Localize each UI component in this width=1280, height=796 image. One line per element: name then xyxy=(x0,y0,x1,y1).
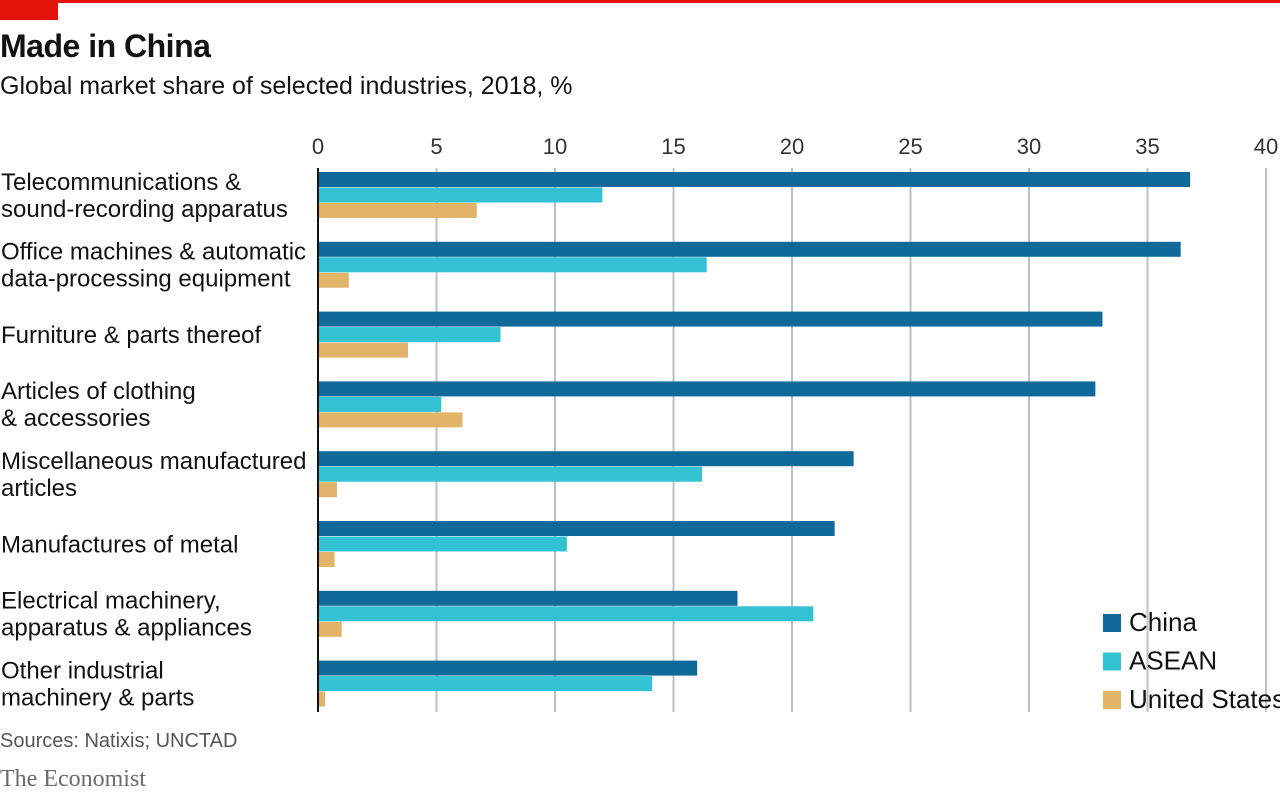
category-label: Electrical machinery, xyxy=(1,588,221,615)
bar-united-states xyxy=(318,203,477,218)
bar-united-states xyxy=(318,412,463,428)
bar-chart: 0 5 10 15 20 25 30 35 40 Telecommunications &soun… xyxy=(1,134,1280,714)
category-label: Office machines & automatic xyxy=(1,239,306,266)
bar-china xyxy=(318,172,1191,187)
category-label: machinery & parts xyxy=(1,684,194,711)
bar-united-states xyxy=(318,482,337,498)
top-rule xyxy=(0,0,1280,3)
bar-asean xyxy=(318,327,501,343)
x-tick-label: 10 xyxy=(543,134,567,159)
category-label: Telecommunications & xyxy=(1,169,241,196)
category-label: Other industrial xyxy=(1,657,164,684)
chart-title: Made in China xyxy=(0,28,211,64)
bar-united-states xyxy=(318,691,326,707)
bar-united-states xyxy=(318,621,342,637)
bar-china xyxy=(318,590,738,606)
category-label: sound-recording apparatus xyxy=(1,196,288,223)
bar-united-states xyxy=(318,272,349,288)
bar-asean xyxy=(318,187,603,203)
bar-asean xyxy=(318,466,702,482)
x-tick-label: 20 xyxy=(780,134,804,159)
bar-united-states xyxy=(318,342,409,358)
bar-china xyxy=(318,381,1096,397)
source-note: Sources: Natixis; UNCTAD xyxy=(0,730,238,752)
bar-china xyxy=(318,451,854,467)
bar-asean xyxy=(318,396,442,412)
bar-china xyxy=(318,311,1103,327)
chart-subtitle: Global market share of selected industri… xyxy=(0,72,573,100)
x-tick-label: 30 xyxy=(1017,134,1041,159)
bar-asean xyxy=(318,536,567,552)
category-label: data-processing equipment xyxy=(1,266,291,293)
bar-asean xyxy=(318,676,653,692)
category-label: articles xyxy=(1,475,77,502)
legend-label: United States xyxy=(1129,684,1280,714)
x-tick-label: 40 xyxy=(1254,134,1278,159)
bar-asean xyxy=(318,257,707,273)
x-tick-label: 5 xyxy=(430,134,442,159)
bar-asean xyxy=(318,606,814,622)
x-tick-label: 15 xyxy=(661,134,685,159)
category-label: Articles of clothing xyxy=(1,378,196,405)
category-label: Furniture & parts thereof xyxy=(1,322,261,349)
category-label: Miscellaneous manufactured xyxy=(1,448,307,475)
legend-swatch xyxy=(1103,691,1121,709)
x-tick-label: 35 xyxy=(1135,134,1159,159)
legend-swatch xyxy=(1103,614,1121,632)
category-label: apparatus & appliances xyxy=(1,615,252,642)
category-label: & accessories xyxy=(1,405,150,432)
brand-logo: The Economist xyxy=(0,766,146,792)
top-tag xyxy=(0,0,58,20)
bar-united-states xyxy=(318,552,335,567)
x-tick-label: 25 xyxy=(898,134,922,159)
category-label: Manufactures of metal xyxy=(1,531,238,558)
x-tick-label: 0 xyxy=(312,134,324,159)
bar-china xyxy=(318,660,698,676)
legend-label: ASEAN xyxy=(1129,646,1217,676)
bar-china xyxy=(318,241,1181,257)
legend-label: China xyxy=(1129,607,1197,637)
bar-china xyxy=(318,521,835,536)
legend-swatch xyxy=(1103,652,1121,671)
